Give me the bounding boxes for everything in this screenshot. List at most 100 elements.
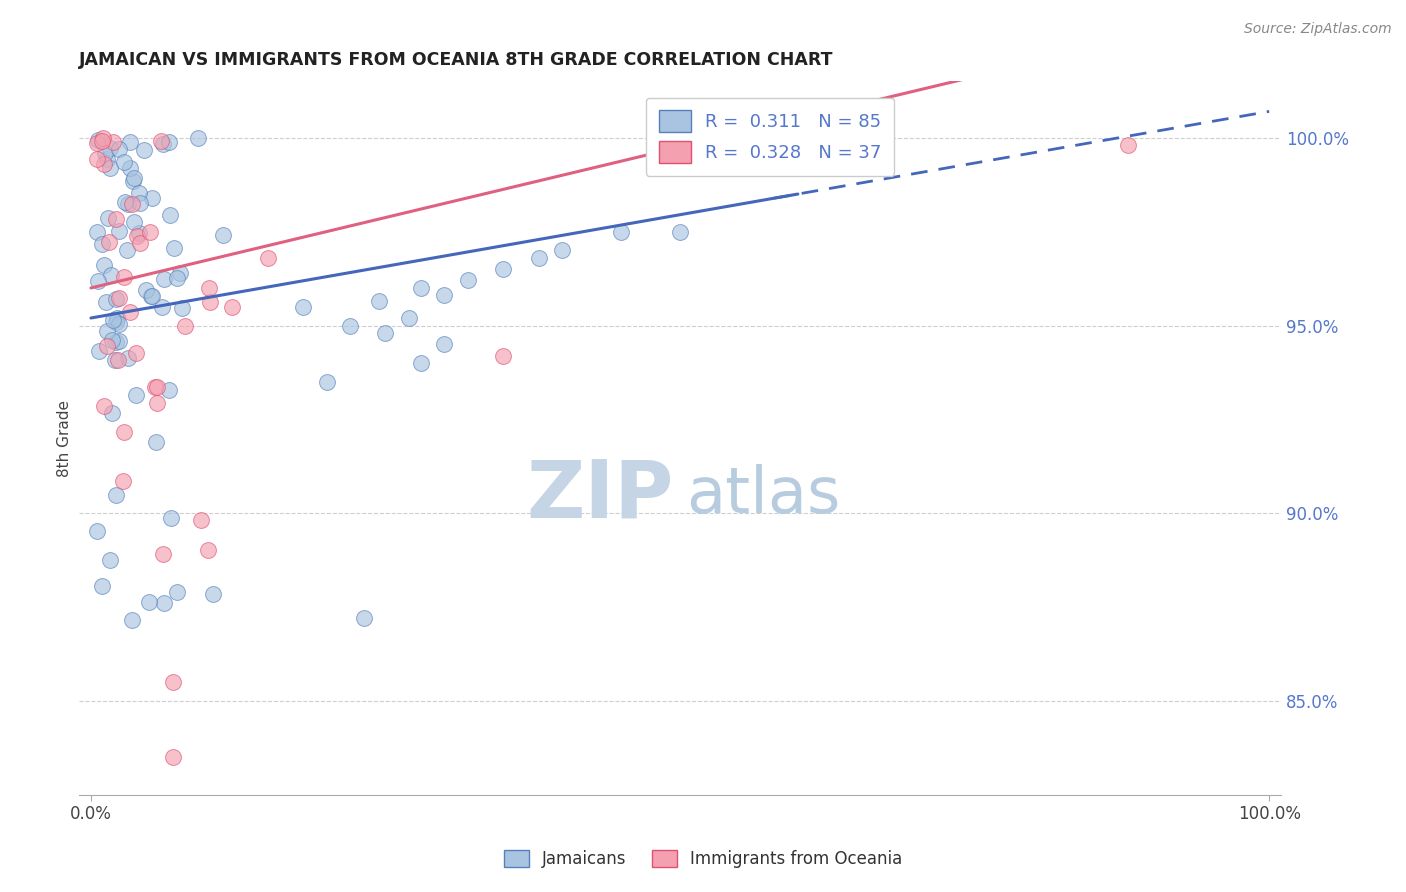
Point — [353, 611, 375, 625]
Point — [86, 136, 108, 150]
Point — [86, 524, 108, 538]
Point — [153, 272, 176, 286]
Point — [112, 425, 135, 439]
Point — [150, 300, 173, 314]
Point — [129, 236, 152, 251]
Point — [143, 379, 166, 393]
Point — [145, 434, 167, 449]
Point — [103, 313, 125, 327]
Point — [172, 301, 194, 315]
Point — [128, 226, 150, 240]
Point — [157, 135, 180, 149]
Point — [86, 226, 108, 240]
Point — [135, 284, 157, 298]
Point — [108, 317, 131, 331]
Point — [96, 324, 118, 338]
Point — [105, 292, 128, 306]
Point — [433, 337, 456, 351]
Point — [368, 294, 391, 309]
Point — [157, 384, 180, 398]
Point — [89, 343, 111, 358]
Point — [122, 170, 145, 185]
Point — [114, 195, 136, 210]
Point — [134, 144, 156, 158]
Point — [200, 294, 222, 309]
Point — [166, 271, 188, 285]
Point — [139, 225, 162, 239]
Legend: R =  0.311   N = 85, R =  0.328   N = 37: R = 0.311 N = 85, R = 0.328 N = 37 — [645, 97, 894, 176]
Point — [398, 311, 420, 326]
Point — [256, 251, 278, 265]
Point — [145, 395, 167, 409]
Point — [112, 270, 135, 285]
Point — [152, 547, 174, 561]
Point — [315, 375, 337, 389]
Y-axis label: 8th Grade: 8th Grade — [58, 400, 72, 476]
Point — [91, 130, 114, 145]
Point — [160, 511, 183, 525]
Point — [87, 133, 110, 147]
Point — [122, 174, 145, 188]
Point — [98, 140, 121, 154]
Point — [100, 268, 122, 282]
Point — [1116, 138, 1139, 153]
Point — [433, 288, 456, 302]
Point — [141, 190, 163, 204]
Point — [112, 474, 135, 488]
Point — [117, 351, 139, 365]
Text: ZIP: ZIP — [527, 457, 673, 534]
Point — [108, 224, 131, 238]
Point — [457, 273, 479, 287]
Point — [120, 305, 142, 319]
Point — [120, 161, 142, 175]
Legend: Jamaicans, Immigrants from Oceania: Jamaicans, Immigrants from Oceania — [498, 843, 908, 875]
Point — [669, 225, 692, 239]
Point — [409, 281, 432, 295]
Point — [197, 281, 219, 295]
Point — [108, 291, 131, 305]
Point — [197, 542, 219, 557]
Point — [149, 134, 172, 148]
Point — [96, 339, 118, 353]
Point — [492, 349, 515, 363]
Point — [152, 137, 174, 152]
Point — [117, 196, 139, 211]
Point — [121, 196, 143, 211]
Point — [90, 237, 112, 252]
Point — [551, 244, 574, 258]
Point — [98, 553, 121, 567]
Point — [93, 258, 115, 272]
Point — [190, 513, 212, 527]
Point — [159, 208, 181, 222]
Point — [117, 244, 139, 258]
Point — [100, 334, 122, 348]
Point — [221, 300, 243, 314]
Point — [374, 326, 396, 340]
Point — [105, 334, 128, 349]
Point — [128, 186, 150, 201]
Point — [87, 274, 110, 288]
Point — [118, 135, 141, 149]
Point — [107, 142, 129, 156]
Point — [162, 675, 184, 690]
Point — [127, 229, 149, 244]
Point — [527, 251, 550, 265]
Point — [112, 155, 135, 169]
Point — [86, 152, 108, 166]
Point — [93, 157, 115, 171]
Point — [104, 488, 127, 502]
Text: atlas: atlas — [686, 465, 841, 526]
Point — [90, 579, 112, 593]
Point — [124, 215, 146, 229]
Text: Source: ZipAtlas.com: Source: ZipAtlas.com — [1244, 22, 1392, 37]
Point — [339, 318, 361, 333]
Point — [409, 356, 432, 370]
Point — [174, 318, 197, 333]
Point — [105, 311, 128, 326]
Point — [97, 235, 120, 249]
Point — [292, 300, 315, 314]
Point — [146, 379, 169, 393]
Point — [103, 352, 125, 367]
Point — [125, 346, 148, 360]
Point — [107, 353, 129, 368]
